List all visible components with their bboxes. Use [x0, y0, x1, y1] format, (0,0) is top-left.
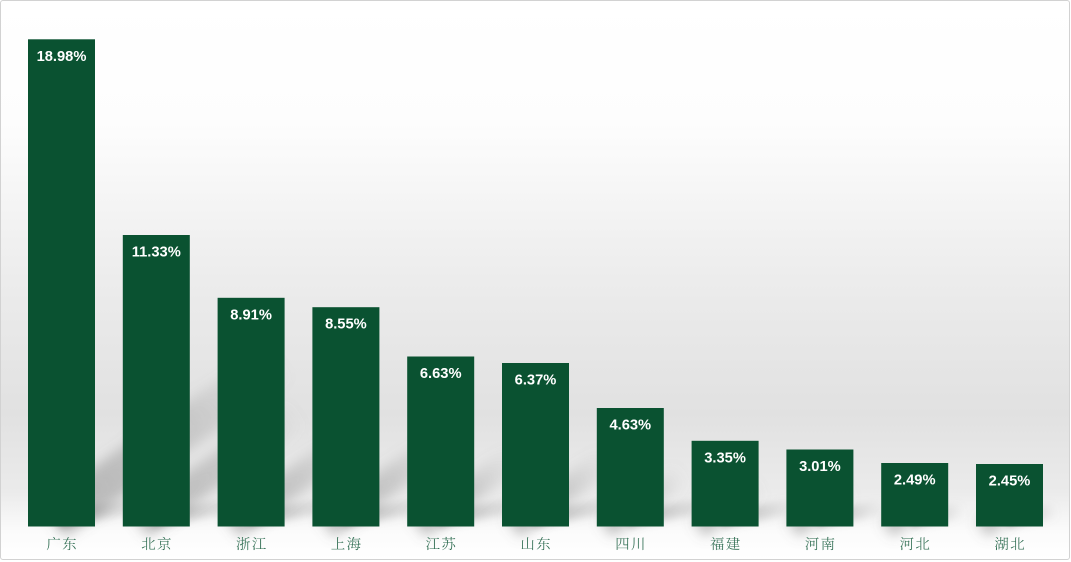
svg-text:2.45%: 2.45%	[989, 474, 1031, 490]
svg-text:3.35%: 3.35%	[704, 450, 746, 466]
svg-text:4.63%: 4.63%	[609, 418, 651, 434]
svg-text:18.98%: 18.98%	[37, 49, 87, 65]
svg-text:6.63%: 6.63%	[420, 366, 462, 382]
svg-text:8.91%: 8.91%	[230, 307, 272, 323]
svg-text:11.33%: 11.33%	[132, 245, 181, 261]
svg-text:8.55%: 8.55%	[325, 317, 367, 333]
svg-text:6.37%: 6.37%	[515, 373, 557, 389]
svg-text:2.49%: 2.49%	[894, 473, 936, 489]
svg-text:3.01%: 3.01%	[799, 459, 841, 475]
